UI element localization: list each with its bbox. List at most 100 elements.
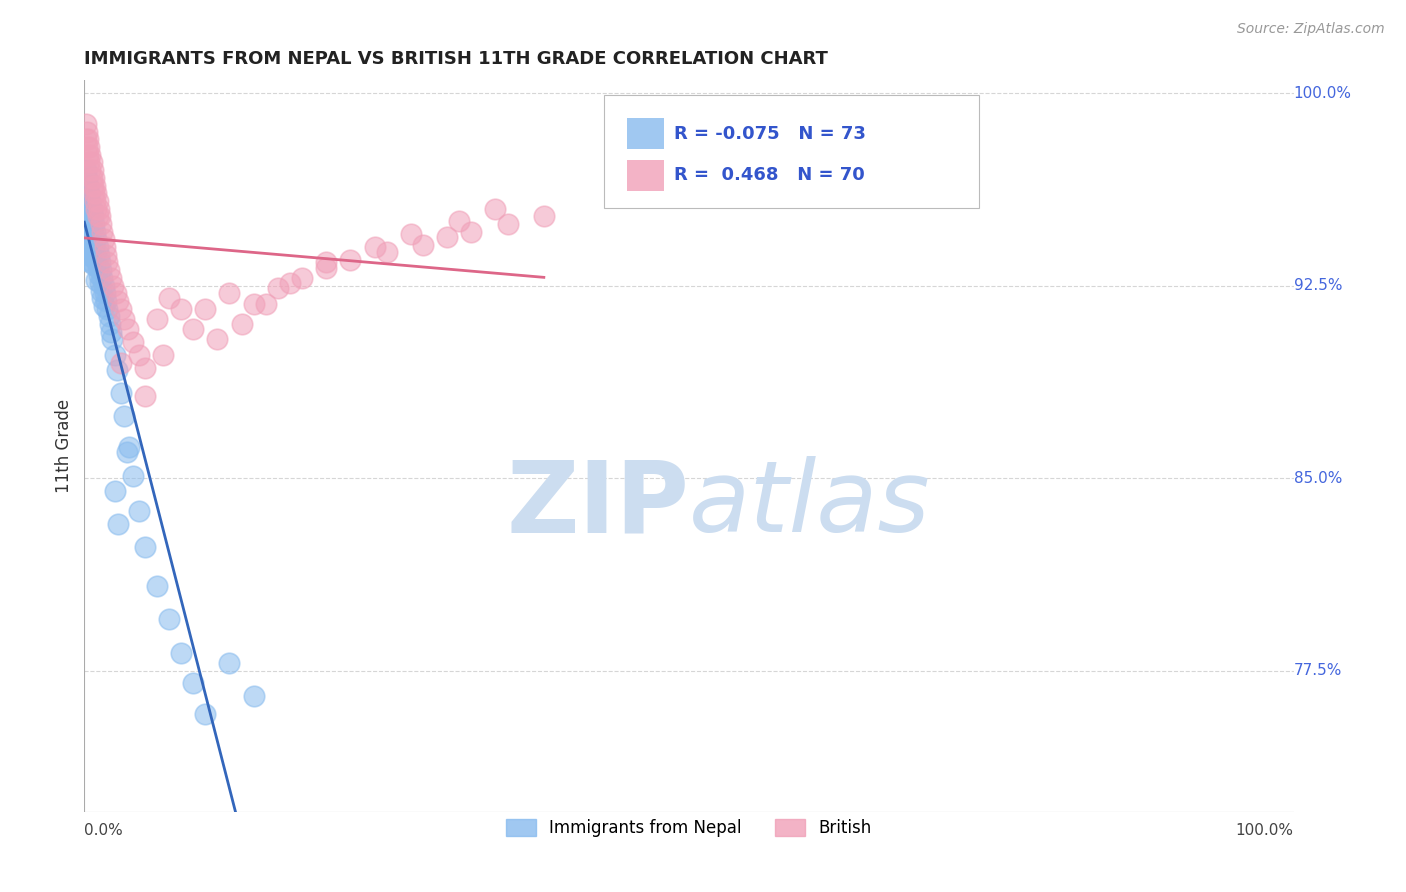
Point	[77, 140, 100, 154]
Point	[93, 232, 115, 246]
Point	[87, 248, 110, 262]
Point	[194, 707, 217, 722]
Point	[77, 186, 100, 201]
Text: R = -0.075   N = 73: R = -0.075 N = 73	[675, 125, 866, 143]
Point	[79, 147, 101, 161]
Point	[75, 240, 97, 254]
Point	[79, 214, 101, 228]
Point	[83, 258, 105, 272]
Point	[291, 271, 314, 285]
Point	[82, 230, 104, 244]
Y-axis label: 11th Grade: 11th Grade	[55, 399, 73, 493]
Point	[121, 468, 143, 483]
Point	[94, 293, 117, 308]
Point	[121, 334, 143, 349]
Point	[90, 217, 112, 231]
Point	[97, 310, 120, 324]
Point	[84, 194, 107, 208]
Point	[79, 194, 101, 208]
Point	[101, 333, 124, 347]
Point	[87, 268, 110, 283]
Point	[90, 263, 112, 277]
Point	[242, 296, 264, 310]
Point	[76, 252, 98, 267]
Point	[484, 202, 506, 216]
Point	[146, 312, 169, 326]
Point	[112, 409, 135, 424]
Text: 92.5%: 92.5%	[1294, 278, 1341, 293]
Point	[128, 504, 150, 518]
Text: ZIP: ZIP	[506, 456, 689, 553]
Point	[194, 301, 217, 316]
Point	[86, 202, 108, 216]
Point	[79, 163, 101, 178]
FancyBboxPatch shape	[627, 119, 664, 149]
Point	[105, 363, 128, 377]
Point	[91, 271, 114, 285]
Point	[94, 286, 117, 301]
Point	[315, 260, 337, 275]
Point	[267, 281, 290, 295]
Point	[80, 155, 103, 169]
Point	[218, 286, 240, 301]
Text: R =  0.468   N = 70: R = 0.468 N = 70	[675, 167, 865, 185]
Point	[107, 293, 129, 308]
FancyBboxPatch shape	[605, 95, 979, 209]
Point	[75, 132, 97, 146]
Point	[118, 440, 141, 454]
Text: Source: ZipAtlas.com: Source: ZipAtlas.com	[1237, 22, 1385, 37]
Point	[110, 355, 132, 369]
Point	[152, 348, 174, 362]
Point	[75, 219, 97, 234]
Point	[82, 251, 104, 265]
Point	[96, 255, 118, 269]
Point	[76, 140, 98, 154]
Point	[86, 252, 108, 267]
Point	[93, 299, 115, 313]
Point	[449, 214, 471, 228]
Text: 100.0%: 100.0%	[1236, 822, 1294, 838]
Point	[77, 132, 100, 146]
Text: 77.5%: 77.5%	[1294, 663, 1341, 678]
Point	[533, 209, 555, 223]
Point	[170, 646, 193, 660]
Point	[79, 235, 101, 249]
Point	[82, 178, 104, 193]
Point	[94, 248, 117, 262]
Point	[315, 255, 337, 269]
Point	[104, 483, 127, 498]
Point	[77, 147, 100, 161]
Point	[75, 199, 97, 213]
Point	[77, 199, 100, 213]
Point	[89, 255, 111, 269]
Point	[89, 276, 111, 290]
Point	[103, 278, 125, 293]
Point	[134, 389, 156, 403]
Point	[112, 312, 135, 326]
Point	[83, 237, 105, 252]
Point	[77, 219, 100, 234]
Point	[77, 248, 100, 262]
Point	[76, 125, 98, 139]
Point	[86, 194, 108, 208]
Point	[460, 225, 482, 239]
Point	[278, 276, 301, 290]
Point	[181, 676, 204, 690]
Point	[157, 612, 180, 626]
Point	[117, 322, 139, 336]
Point	[90, 284, 112, 298]
Point	[242, 690, 264, 704]
Point	[75, 181, 97, 195]
Point	[86, 186, 108, 201]
Point	[412, 237, 434, 252]
Point	[83, 186, 105, 201]
Point	[77, 240, 100, 254]
Point	[76, 170, 98, 185]
Point	[80, 202, 103, 216]
Point	[375, 245, 398, 260]
Point	[86, 260, 108, 275]
Point	[89, 209, 111, 223]
FancyBboxPatch shape	[627, 160, 664, 191]
Point	[86, 240, 108, 254]
Point	[86, 232, 108, 246]
